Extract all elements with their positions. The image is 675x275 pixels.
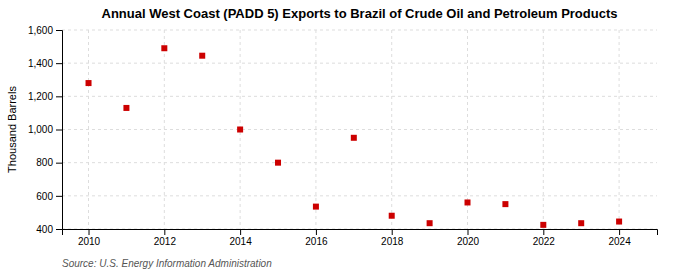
chart-container: 2010 2012 2014 2016 2018 2020 2022 2024 400 600 80…: [0, 0, 675, 275]
point: [616, 219, 622, 225]
source: Source: U.S. Energy Information Administ…: [62, 258, 272, 269]
tick-mark: [56, 96, 62, 97]
tick-mark: [56, 30, 62, 31]
tick: 400: [36, 224, 62, 235]
tick: 2020: [457, 229, 480, 247]
tick: 800: [36, 157, 62, 168]
tick-label: 400: [36, 224, 53, 235]
tick: 1,000: [28, 124, 62, 135]
point: [123, 105, 129, 111]
grid-line-x: [619, 30, 620, 229]
y-axis-label: Thousand Barrels: [6, 86, 18, 173]
tick-label: 2014: [229, 236, 252, 247]
tick-label: 1,400: [28, 58, 53, 69]
tick-label: 1,600: [28, 25, 53, 36]
tick-mark: [392, 229, 393, 235]
grid-line-x: [164, 30, 165, 229]
tick-mark: [316, 229, 317, 235]
tick: 600: [36, 191, 62, 202]
grid-line-x: [315, 30, 316, 229]
points: [86, 45, 623, 228]
tick: 1,200: [28, 91, 62, 102]
point: [351, 135, 357, 141]
tick-mark: [56, 130, 62, 131]
grid: [62, 30, 657, 229]
grid-line-y: [62, 162, 657, 163]
tick-label: 600: [36, 191, 53, 202]
axis-line: [63, 230, 658, 236]
tick: 2012: [154, 229, 177, 247]
tick-label: 1,000: [28, 124, 53, 135]
point: [86, 80, 92, 86]
tick-mark: [164, 229, 165, 235]
tick-mark: [89, 229, 90, 235]
tick-label: 2012: [154, 236, 177, 247]
tick: 2024: [608, 229, 631, 247]
tick-mark: [56, 229, 62, 230]
tick-label: 2010: [78, 236, 101, 247]
tick-mark: [56, 196, 62, 197]
x-axis: 2010 2012 2014 2016 2018 2020 2022 2024: [63, 229, 658, 247]
point: [199, 53, 205, 59]
point: [389, 213, 395, 219]
tick-label: 2016: [305, 236, 328, 247]
plot: 2010 2012 2014 2016 2018 2020 2022 2024 400 600 80…: [28, 25, 658, 247]
tick: 1,400: [28, 58, 62, 69]
point: [161, 45, 167, 51]
point: [578, 220, 584, 226]
axis-line: [56, 31, 63, 230]
tick-mark: [240, 229, 241, 235]
tick: 2018: [381, 229, 404, 247]
tick-mark: [56, 63, 62, 64]
grid-line-y: [62, 96, 657, 97]
tick-mark: [468, 229, 469, 235]
point: [465, 199, 471, 205]
grid-line-x: [391, 30, 392, 229]
point: [502, 201, 508, 207]
tick: 2022: [533, 229, 556, 247]
point: [313, 204, 319, 210]
tick-label: 2020: [457, 236, 480, 247]
tick: 1,600: [28, 25, 62, 36]
tick-label: 800: [36, 157, 53, 168]
point: [427, 220, 433, 226]
grid-line-y: [62, 63, 657, 64]
grid-line-y: [62, 129, 657, 130]
grid-line-x: [88, 30, 89, 229]
tick-mark: [543, 229, 544, 235]
grid-line-x: [543, 30, 544, 229]
point: [237, 127, 243, 133]
tick-label: 2022: [533, 236, 556, 247]
point: [540, 222, 546, 228]
tick: 2014: [229, 229, 252, 247]
chart: 2010 2012 2014 2016 2018 2020 2022 2024 400 600 80…: [0, 0, 675, 275]
tick: 2016: [305, 229, 328, 247]
title: Annual West Coast (PADD 5) Exports to Br…: [102, 6, 618, 21]
tick-label: 2024: [608, 236, 631, 247]
y-axis: 400 600 800 1,000 1,200 1,400 1,600: [28, 25, 63, 235]
grid-line-x: [467, 30, 468, 229]
tick-mark: [56, 163, 62, 164]
tick: 2010: [78, 229, 101, 247]
tick-mark: [619, 229, 620, 235]
grid-line-y: [62, 30, 657, 31]
tick-label: 1,200: [28, 91, 53, 102]
tick-label: 2018: [381, 236, 404, 247]
grid-line-y: [62, 195, 657, 196]
point: [275, 160, 281, 166]
